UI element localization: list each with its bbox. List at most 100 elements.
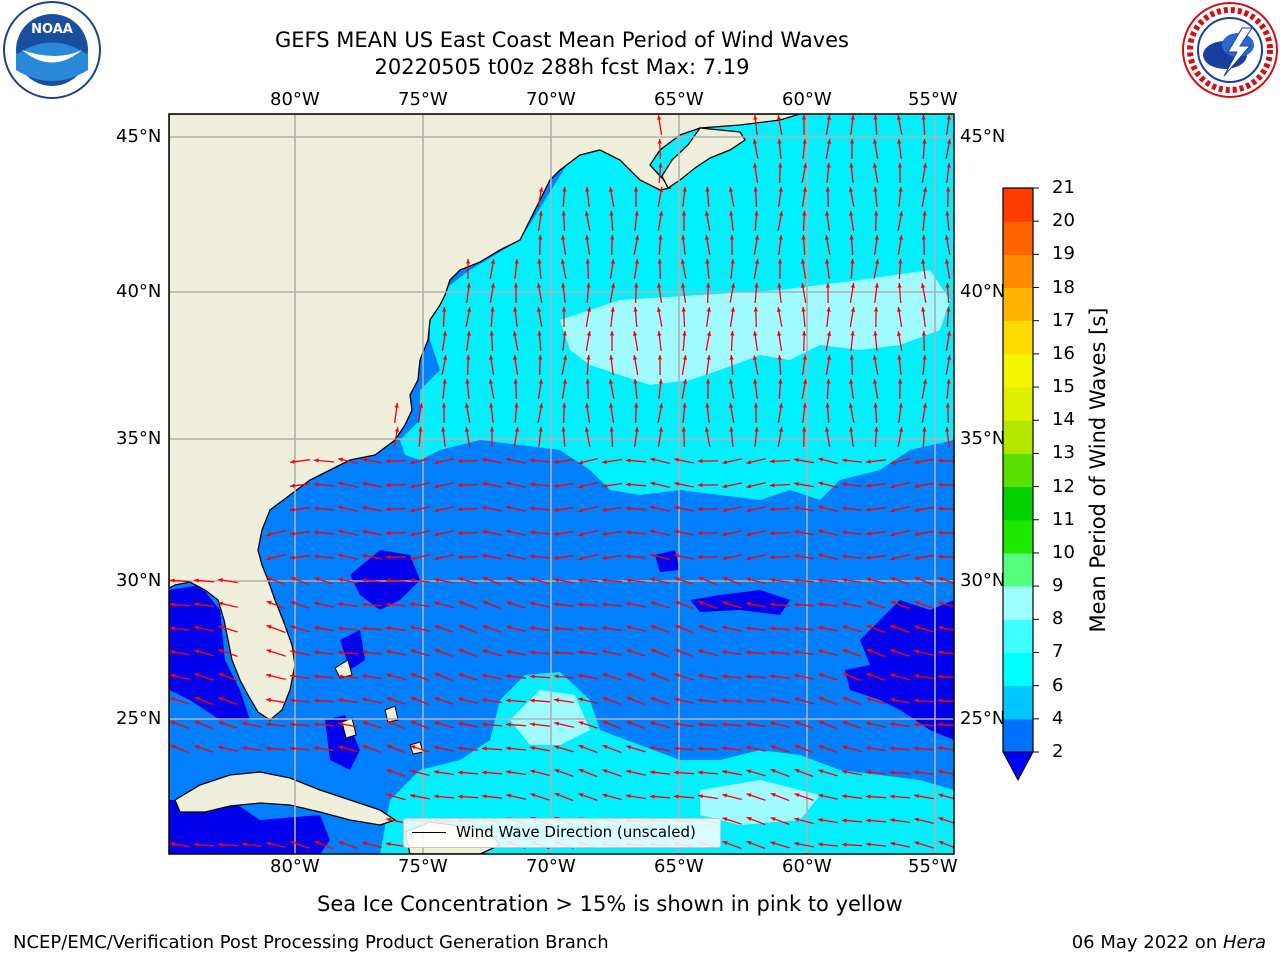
wind-wave-arrow	[362, 674, 382, 679]
wind-wave-arrow	[890, 842, 910, 847]
pale-region-north	[560, 270, 950, 385]
wind-wave-arrow	[659, 379, 663, 399]
wind-wave-arrow	[290, 460, 310, 464]
footer-credit: NCEP/EMC/Verification Post Processing Pr…	[13, 932, 609, 954]
wind-wave-arrow	[891, 577, 910, 584]
wind-wave-arrow	[633, 331, 638, 351]
wind-wave-arrow	[674, 794, 694, 798]
wind-wave-arrow	[873, 355, 878, 375]
wind-wave-arrow	[603, 745, 622, 753]
wind-wave-arrow	[314, 626, 334, 631]
wind-wave-arrow	[195, 721, 214, 729]
wind-wave-arrow	[530, 482, 550, 486]
wind-wave-arrow	[946, 379, 950, 399]
wind-wave-arrow	[914, 818, 933, 824]
wind-wave-arrow	[506, 794, 526, 800]
wind-wave-arrow	[946, 283, 950, 303]
wind-wave-arrow	[458, 794, 478, 798]
wind-wave-arrow	[866, 484, 886, 488]
wind-wave-arrow	[842, 506, 862, 510]
colorbar-band	[1003, 487, 1033, 521]
wind-wave-arrow	[483, 601, 502, 609]
wind-wave-arrow	[291, 601, 310, 608]
wind-wave-arrow	[898, 427, 903, 447]
wind-wave-arrow	[170, 626, 190, 630]
wind-wave-arrow	[410, 602, 430, 607]
wind-wave-arrow	[563, 331, 567, 351]
wind-wave-arrow	[626, 482, 646, 486]
wind-wave-arrow	[850, 331, 854, 351]
colorbar-underflow-triangle	[1003, 752, 1033, 780]
wind-wave-arrow	[411, 697, 430, 705]
nws-logo	[1180, 0, 1280, 100]
wind-wave-arrow	[194, 578, 214, 582]
wind-wave-arrow	[698, 722, 718, 726]
wind-wave-arrow	[794, 530, 814, 535]
colorbar-band	[1003, 221, 1033, 255]
wind-wave-arrow	[922, 211, 926, 231]
wind-wave-arrow	[874, 427, 878, 447]
wind-wave-arrow	[290, 746, 310, 750]
wind-wave-arrow	[434, 531, 454, 537]
wind-wave-arrow	[651, 697, 670, 704]
wind-wave-arrow	[698, 459, 718, 463]
wind-wave-arrow	[753, 163, 758, 183]
wind-wave-arrow	[538, 355, 542, 375]
wind-wave-arrow	[387, 745, 406, 753]
wind-wave-arrow	[219, 697, 238, 705]
wind-wave-arrow	[602, 460, 622, 465]
wind-wave-arrow	[674, 673, 693, 680]
wind-wave-arrow	[387, 769, 406, 776]
wind-wave-arrow	[729, 211, 733, 231]
wind-wave-arrow	[729, 379, 734, 399]
wind-wave-arrow	[411, 745, 430, 752]
wind-wave-arrow	[554, 484, 574, 488]
wind-wave-arrow	[539, 427, 543, 447]
wind-wave-arrow	[602, 626, 622, 631]
wind-wave-arrow	[698, 531, 718, 535]
wind-wave-arrow	[338, 602, 358, 606]
wind-wave-arrow	[386, 459, 406, 463]
wind-wave-arrow	[586, 283, 590, 303]
wind-wave-arrow	[682, 379, 687, 399]
dark-regions	[169, 550, 954, 854]
lon-label-top-75w: 75°W	[398, 90, 448, 110]
wind-wave-arrow	[362, 721, 381, 728]
wind-wave-arrow	[849, 187, 854, 207]
wind-wave-arrow	[650, 458, 669, 464]
colorbar-tick-label: 15	[1052, 377, 1075, 397]
wind-wave-arrow	[945, 259, 950, 279]
wind-wave-arrow	[386, 531, 406, 535]
wind-wave-arrow	[705, 427, 710, 447]
wind-wave-arrow	[722, 555, 742, 560]
wind-wave-arrow	[554, 602, 574, 606]
wind-wave-arrow	[945, 427, 949, 447]
wind-wave-arrow	[410, 507, 430, 513]
wind-wave-arrow	[914, 674, 934, 679]
wind-wave-arrow	[219, 673, 238, 681]
wind-wave-arrow	[867, 625, 886, 633]
wind-wave-arrow	[458, 698, 477, 704]
wind-wave-arrow	[842, 458, 862, 462]
wind-wave-arrow	[578, 483, 597, 489]
wind-wave-arrow	[530, 722, 550, 726]
wind-wave-arrow	[506, 530, 525, 536]
wind-wave-arrow	[898, 187, 902, 207]
wind-wave-arrow	[290, 532, 310, 536]
wind-wave-arrow	[722, 722, 742, 726]
wind-wave-arrow	[507, 577, 526, 585]
wind-wave-arrow	[794, 482, 814, 487]
wind-wave-arrow	[554, 650, 574, 654]
wind-wave-arrow	[818, 818, 838, 823]
colorbar	[1003, 188, 1039, 780]
wind-wave-arrow	[315, 577, 334, 584]
wind-wave-arrow	[339, 841, 358, 848]
wind-wave-arrow	[722, 698, 742, 702]
wind-wave-arrow	[314, 554, 334, 558]
wind-wave-arrow	[731, 259, 735, 279]
wind-wave-arrow	[866, 532, 886, 536]
colorbar-tick-label: 10	[1052, 543, 1075, 563]
wind-wave-arrow	[771, 817, 790, 824]
wind-wave-arrow	[874, 403, 878, 423]
wind-wave-arrow	[946, 355, 951, 375]
